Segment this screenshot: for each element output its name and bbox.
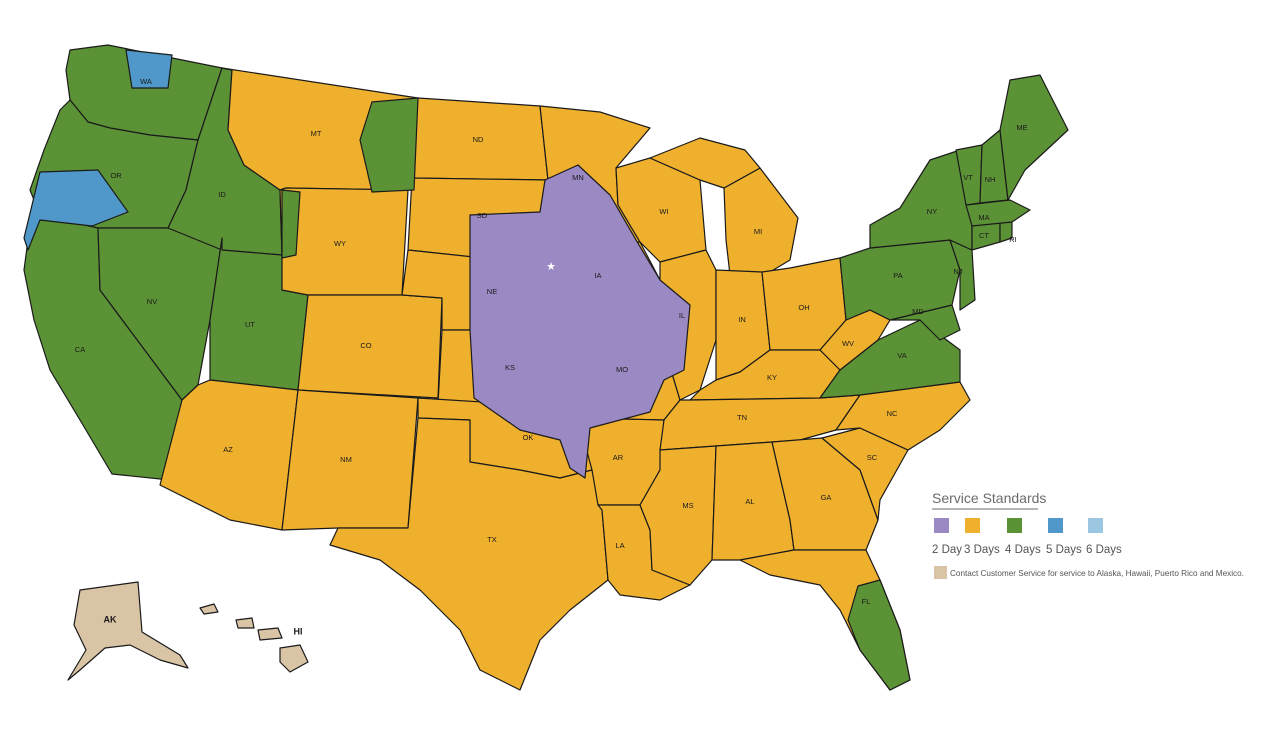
state-hi-island2 <box>235 617 255 629</box>
state-wy <box>279 187 409 296</box>
legend-label-5days: 5 Days <box>1046 544 1082 556</box>
state-mi <box>723 167 799 276</box>
legend-label-2day: 2 Day <box>932 544 962 556</box>
zone-mt-green <box>359 97 419 193</box>
label-ak: AK <box>104 614 117 624</box>
label-hi: HI <box>294 626 303 636</box>
label-ne: NE <box>487 287 497 296</box>
legend-swatch-6days <box>1088 518 1103 533</box>
label-vt: VT <box>963 173 973 182</box>
label-il: IL <box>679 311 685 320</box>
state-pa <box>839 239 961 321</box>
label-ia: IA <box>594 271 601 280</box>
label-az: AZ <box>223 445 233 454</box>
zone-or-blue <box>23 169 129 251</box>
label-nd: ND <box>473 135 484 144</box>
state-hi-island3 <box>257 627 283 641</box>
label-mi: MI <box>754 227 762 236</box>
legend-swatch-3days <box>965 518 980 533</box>
label-mn: MN <box>572 173 584 182</box>
label-ny: NY <box>927 207 937 216</box>
state-hi <box>279 644 309 673</box>
label-ar: AR <box>613 453 624 462</box>
state-mi-up <box>649 137 761 189</box>
label-ri: RI <box>1009 235 1017 244</box>
label-nv: NV <box>147 297 157 306</box>
state-ny <box>869 149 973 251</box>
label-ok: OK <box>523 433 534 442</box>
zone-wa-blue <box>125 49 173 89</box>
label-mo: MO <box>616 365 628 374</box>
label-wa: WA <box>140 77 152 86</box>
state-me <box>999 74 1069 201</box>
label-ky: KY <box>767 373 777 382</box>
label-nc: NC <box>887 409 898 418</box>
legend-swatch-4days <box>1007 518 1022 533</box>
label-pa: PA <box>893 271 902 280</box>
state-ak <box>67 581 189 681</box>
legend-title: Service Standards <box>932 490 1046 506</box>
label-wi: WI <box>659 207 668 216</box>
label-ms: MS <box>682 501 693 510</box>
label-wy: WY <box>334 239 346 248</box>
legend-swatch-contact <box>934 566 947 579</box>
label-wv: WV <box>842 339 854 348</box>
state-ky <box>689 349 841 401</box>
label-ut: UT <box>245 320 255 329</box>
label-ks: KS <box>505 363 515 372</box>
label-ma: MA <box>978 213 989 222</box>
state-tx <box>329 417 609 691</box>
legend-swatch-5days <box>1048 518 1063 533</box>
zone-2day <box>469 164 691 479</box>
label-la: LA <box>615 541 624 550</box>
zone-fl-green <box>847 579 911 691</box>
label-va: VA <box>897 351 906 360</box>
label-or: OR <box>110 171 122 180</box>
legend-label-4days: 4 Days <box>1005 544 1041 556</box>
label-ga: GA <box>821 493 832 502</box>
label-co: CO <box>360 341 371 350</box>
legend-label-6days: 6 Days <box>1086 544 1122 556</box>
label-al: AL <box>745 497 754 506</box>
state-labels: WA OR CA NV ID UT AZ MT WY CO NM ND SD N… <box>75 77 1028 636</box>
label-ca: CA <box>75 345 85 354</box>
label-fl: FL <box>862 597 871 606</box>
legend-label-3days: 3 Days <box>964 544 1000 556</box>
label-ct: CT <box>979 231 989 240</box>
label-nm: NM <box>340 455 352 464</box>
zone-wy-green <box>281 189 301 259</box>
label-sd: SD <box>477 211 488 220</box>
legend-contact-note: Contact Customer Service for service to … <box>950 569 1244 578</box>
zone-overlays <box>23 49 911 691</box>
label-nj: NJ <box>953 267 962 276</box>
state-co <box>297 294 443 399</box>
label-md: MD <box>912 307 924 316</box>
legend-swatch-2day <box>934 518 949 533</box>
label-nh: NH <box>985 175 996 184</box>
label-in: IN <box>738 315 746 324</box>
star-marker: ★ <box>546 261 556 273</box>
label-id: ID <box>218 190 226 199</box>
legend: Service Standards 2 Day 3 Days 4 Days 5 … <box>932 490 1244 579</box>
state-hi-island1 <box>199 603 219 615</box>
label-me: ME <box>1016 123 1027 132</box>
label-tx: TX <box>487 535 497 544</box>
label-sc: SC <box>867 453 878 462</box>
label-mt: MT <box>311 129 322 138</box>
label-tn: TN <box>737 413 747 422</box>
label-oh: OH <box>798 303 809 312</box>
